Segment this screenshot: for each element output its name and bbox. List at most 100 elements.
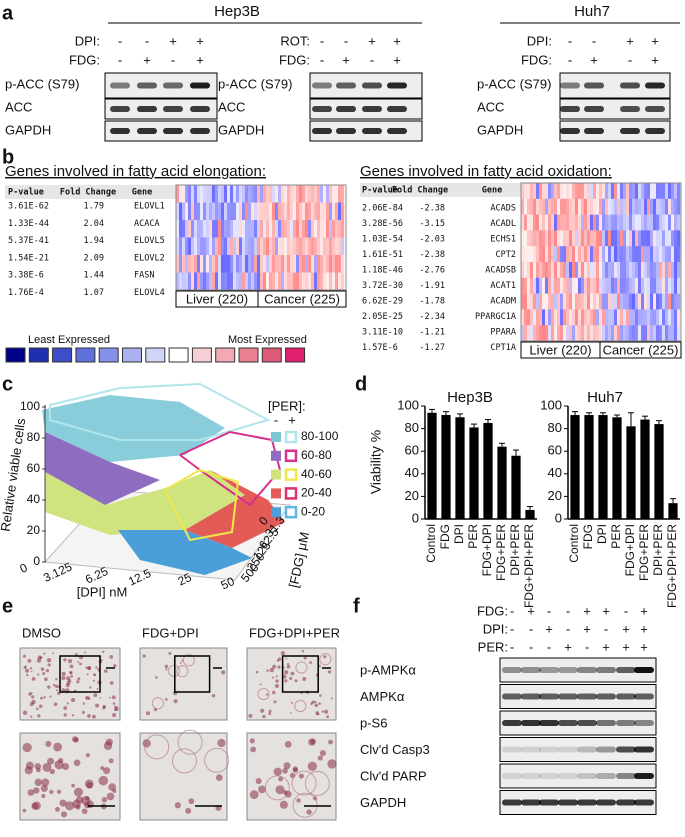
- heat-cell: [623, 246, 627, 263]
- cell-outline: [171, 748, 197, 774]
- heat-cell: [311, 237, 315, 256]
- cell-stain: [76, 680, 80, 684]
- section-title: Genes involved in fatty acid oxidation:: [360, 163, 612, 180]
- surface-80-100: [42, 395, 225, 462]
- heat-cell: [602, 325, 606, 342]
- cell-stain: [285, 657, 288, 660]
- heat-cell: [641, 183, 645, 200]
- heat-cell: [548, 293, 552, 310]
- heat-cell: [602, 293, 606, 310]
- heat-cell: [284, 202, 288, 221]
- heat-cell: [227, 237, 231, 256]
- cell-stain: [71, 714, 75, 717]
- heat-cell: [533, 325, 537, 342]
- heat-cell: [647, 198, 651, 215]
- heat-cell: [650, 262, 654, 279]
- heat-cell: [569, 262, 573, 279]
- treatment-label: FDG:: [69, 52, 100, 67]
- band: [539, 773, 559, 779]
- heat-cell: [608, 198, 612, 215]
- heat-cell: [233, 220, 237, 238]
- heat-cell: [599, 293, 603, 310]
- heat-cell: [275, 272, 279, 291]
- heat-cell: [656, 325, 660, 342]
- heat-cell: [641, 262, 645, 279]
- heat-cell: [215, 237, 219, 256]
- heat-cell: [671, 230, 675, 247]
- heat-cell: [602, 198, 606, 215]
- band: [616, 773, 636, 779]
- x-tick-label: 0: [18, 560, 30, 576]
- heat-cell: [191, 220, 195, 238]
- heat-cell: [614, 230, 618, 247]
- heat-cell: [581, 262, 585, 279]
- heat-cell: [590, 246, 594, 263]
- treatment-sign: +: [640, 621, 648, 636]
- heat-cell: [581, 214, 585, 231]
- heat-cell: [653, 309, 657, 326]
- heat-cell: [665, 325, 669, 342]
- micrograph: [139, 732, 228, 821]
- heat-cell: [587, 309, 591, 326]
- heat-cell: [566, 246, 570, 263]
- heat-cell: [554, 262, 558, 279]
- cell-stain: [271, 676, 274, 679]
- heat-cell: [623, 183, 627, 200]
- heat-cell: [581, 230, 585, 247]
- heat-cell: [212, 185, 216, 203]
- z-tick-label: 20: [27, 523, 41, 537]
- heat-cell: [236, 272, 240, 291]
- treatment-sign: -: [568, 52, 572, 67]
- heat-cell: [593, 214, 597, 231]
- band: [634, 667, 654, 673]
- cell-stain: [100, 766, 105, 771]
- heat-cell: [521, 293, 525, 310]
- heat-cell: [563, 246, 567, 263]
- x-tick-label: FDG+DPI+PER: [522, 524, 536, 608]
- heat-cell: [533, 246, 537, 263]
- heat-cell: [266, 237, 270, 256]
- cell-stain: [29, 667, 33, 670]
- heat-cell: [629, 293, 633, 310]
- heat-cell: [182, 255, 186, 273]
- heat-cell: [581, 277, 585, 294]
- heat-cell: [533, 183, 537, 200]
- heat-cell: [614, 246, 618, 263]
- heat-cell: [251, 255, 255, 273]
- surface-plot: [42, 382, 291, 581]
- cell-stain: [145, 711, 151, 716]
- heat-cell: [239, 255, 243, 273]
- band: [521, 693, 541, 700]
- cell-stain: [258, 785, 266, 794]
- legend-swatch: [271, 507, 281, 518]
- heat-cell: [326, 202, 330, 221]
- band: [362, 82, 382, 89]
- image-label: FDG+DPI: [142, 625, 199, 640]
- cell-stain: [86, 673, 89, 676]
- band: [539, 720, 559, 726]
- heat-cell: [305, 255, 309, 273]
- heat-cell: [617, 183, 621, 200]
- heat-cell: [323, 255, 327, 273]
- heat-cell: [551, 183, 555, 200]
- heat-cell: [293, 272, 297, 291]
- heat-cell: [206, 237, 210, 256]
- treatment-sign: -: [628, 52, 632, 67]
- cell-stain: [52, 683, 56, 687]
- cell-stain: [314, 700, 317, 704]
- band: [190, 82, 210, 89]
- cell-stain: [95, 666, 98, 669]
- heat-cell: [659, 325, 663, 342]
- heat-cell: [614, 198, 618, 215]
- legend-swatch: [271, 469, 281, 480]
- cell-stain: [284, 670, 289, 675]
- heat-cell: [179, 272, 183, 291]
- heat-cell: [287, 237, 291, 256]
- heat-cell: [200, 255, 204, 273]
- heat-cell: [539, 277, 543, 294]
- heat-cell: [674, 230, 678, 247]
- heat-cell: [611, 309, 615, 326]
- band: [616, 746, 636, 753]
- heat-cell: [548, 183, 552, 200]
- band: [312, 128, 332, 134]
